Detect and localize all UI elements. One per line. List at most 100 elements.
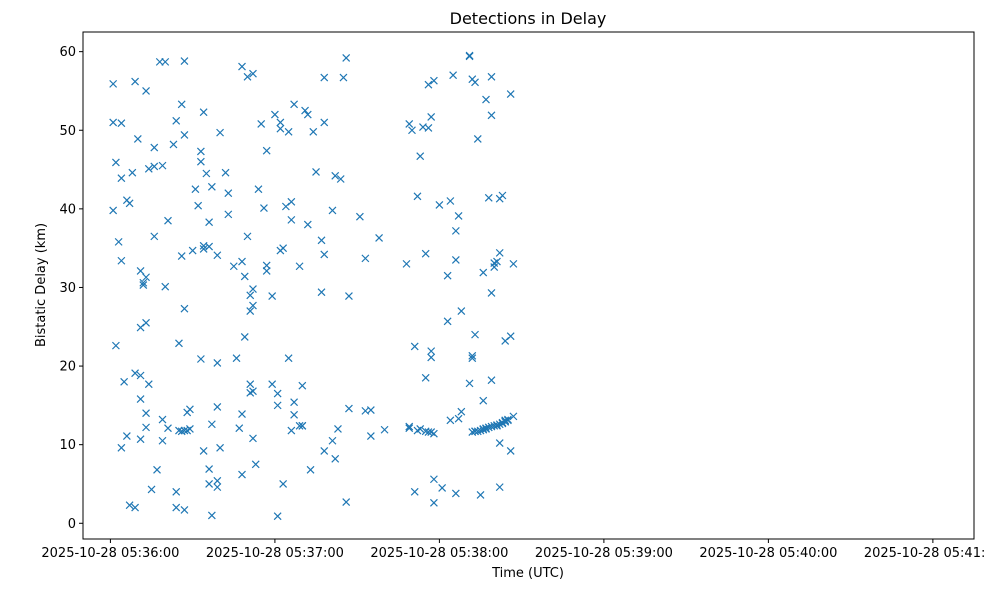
y-tick-label: 30: [59, 281, 76, 296]
data-point: [136, 435, 145, 444]
data-point: [506, 447, 515, 455]
data-point: [196, 157, 205, 166]
data-point: [196, 147, 205, 156]
data-point: [468, 351, 477, 360]
data-point: [429, 498, 438, 507]
data-point: [131, 77, 140, 86]
data-point: [479, 425, 488, 433]
x-tick-label: 2025-10-28 05:37:00: [206, 546, 344, 561]
data-point: [471, 330, 479, 339]
data-point: [207, 511, 216, 520]
data-point: [405, 120, 414, 128]
data-point: [136, 395, 145, 404]
data-point: [221, 168, 230, 177]
data-point: [117, 443, 126, 452]
data-point: [120, 377, 129, 386]
data-point: [249, 301, 257, 310]
data-point: [479, 268, 488, 277]
data-point: [290, 100, 299, 109]
data-point: [273, 512, 282, 521]
data-point: [117, 256, 126, 265]
data-point: [473, 427, 482, 436]
data-point: [473, 134, 482, 143]
data-point: [249, 285, 257, 293]
data-point: [158, 161, 167, 170]
data-point: [287, 215, 296, 224]
data-point: [295, 262, 304, 271]
data-point: [144, 164, 153, 173]
data-point: [506, 90, 515, 99]
data-point: [339, 73, 348, 82]
y-tick: 0: [68, 517, 83, 532]
data-point: [279, 480, 288, 488]
data-point: [142, 318, 150, 327]
data-point: [251, 460, 260, 469]
data-point: [205, 218, 214, 227]
data-point: [262, 267, 271, 275]
data-point: [295, 421, 304, 430]
data-point: [117, 174, 126, 183]
y-axis-ticks: 0 10 20 30 40 50 60: [59, 45, 83, 532]
data-point: [125, 199, 134, 208]
y-tick-label: 60: [59, 45, 76, 60]
data-point: [298, 421, 307, 430]
data-point: [421, 249, 430, 258]
y-tick: 10: [59, 438, 83, 453]
y-tick-label: 0: [68, 517, 76, 532]
y-tick-label: 50: [59, 124, 76, 139]
data-point: [260, 204, 268, 212]
data-point: [213, 403, 222, 411]
data-point: [446, 197, 455, 205]
data-point: [290, 398, 299, 407]
data-point: [408, 126, 416, 135]
data-point: [185, 405, 194, 414]
data-point: [246, 291, 255, 300]
data-point: [328, 206, 337, 215]
data-point: [342, 498, 351, 506]
data-point: [446, 416, 455, 425]
data-point: [380, 425, 389, 434]
data-point: [246, 307, 255, 315]
data-point: [320, 250, 329, 259]
data-point: [320, 447, 329, 455]
data-point: [509, 412, 518, 421]
data-point: [331, 454, 340, 463]
x-axis-ticks: 2025-10-28 05:36:00 2025-10-28 05:37:00 20…: [41, 539, 984, 561]
data-point: [117, 119, 126, 128]
data-point: [158, 436, 167, 445]
x-tick: 2025-10-28 05:38:00: [370, 539, 508, 561]
data-point: [317, 288, 326, 297]
data-point: [111, 341, 120, 350]
data-point: [213, 251, 222, 260]
data-point: [153, 465, 161, 474]
data-point: [240, 333, 249, 341]
data-point: [427, 112, 436, 121]
data-point: [111, 158, 120, 167]
data-point: [465, 52, 474, 61]
data-point: [246, 380, 255, 389]
data-point: [196, 355, 205, 363]
data-point: [501, 416, 510, 425]
data-point: [180, 304, 189, 313]
data-point: [147, 485, 156, 494]
data-point: [180, 57, 189, 66]
data-point: [312, 167, 320, 176]
x-tick: 2025-10-28 05:40:00: [699, 539, 837, 561]
data-point: [199, 245, 208, 253]
data-point: [336, 175, 345, 183]
data-point: [366, 406, 375, 415]
data-point: [249, 434, 257, 443]
data-point: [109, 79, 118, 88]
data-point: [451, 256, 460, 264]
y-tick: 30: [59, 281, 83, 296]
data-point: [410, 342, 419, 351]
data-point: [495, 439, 504, 448]
data-point: [427, 353, 436, 362]
data-point: [180, 426, 189, 435]
data-point: [366, 432, 375, 440]
data-point: [449, 71, 458, 80]
data-point: [493, 257, 501, 266]
plot-area-frame: [82, 31, 975, 540]
data-point: [287, 197, 296, 206]
data-point: [402, 259, 411, 268]
